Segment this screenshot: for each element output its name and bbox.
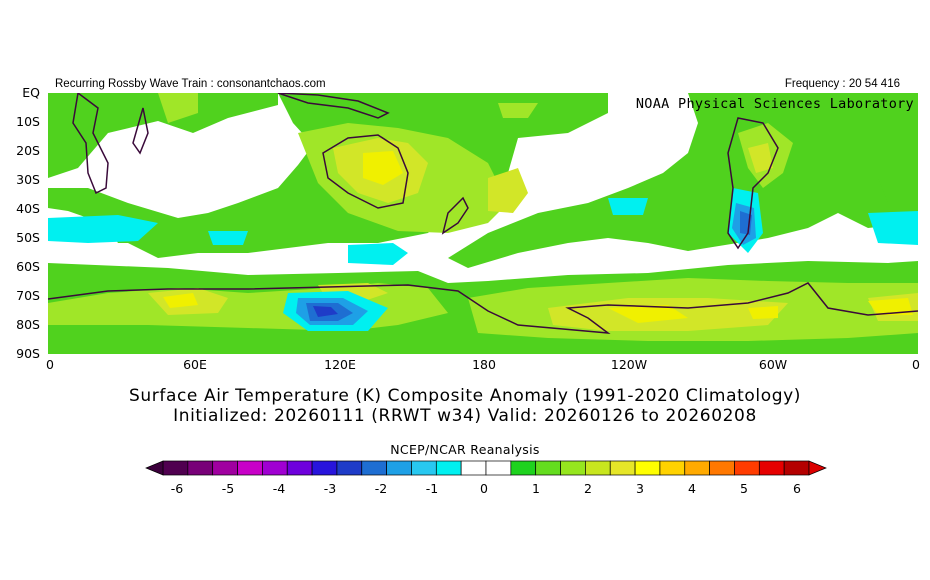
colorbar-tick-1: 1 xyxy=(532,481,540,496)
colorbar-swatch xyxy=(411,460,437,476)
lat-label-80s: 80S xyxy=(16,317,40,332)
colorbar-swatch xyxy=(609,460,636,476)
colorbar-swatch xyxy=(212,460,238,476)
colorbar-tick--2: -2 xyxy=(374,481,388,496)
lat-label-eq: EQ xyxy=(22,85,40,100)
lat-label-50s: 50S xyxy=(16,230,40,245)
anomaly-field-dark-blue xyxy=(313,306,338,317)
colorbar-tick-0: 0 xyxy=(480,481,488,496)
colorbar-swatch xyxy=(460,460,487,476)
colorbar-swatch xyxy=(585,460,611,476)
lon-label-60w: 60W xyxy=(758,357,788,372)
colorbar-tick-4: 4 xyxy=(688,481,696,496)
colorbar-swatch xyxy=(435,460,462,476)
colorbar-label: NCEP/NCAR Reanalysis xyxy=(390,442,540,457)
colorbar-min-arrow xyxy=(145,460,164,476)
colorbar-swatch xyxy=(187,460,214,476)
colorbar-swatch xyxy=(361,460,387,476)
anomaly-map xyxy=(48,93,918,354)
colorbar-tick--3: -3 xyxy=(323,481,337,496)
colorbar-swatch xyxy=(783,460,810,476)
colorbar-tick-5: 5 xyxy=(740,481,748,496)
colorbar-swatch xyxy=(560,460,586,476)
lon-label-0-end: 0 xyxy=(912,357,920,372)
colorbar-swatch xyxy=(262,460,288,476)
colorbar-swatch xyxy=(535,460,561,476)
lon-label-180: 180 xyxy=(472,357,496,372)
title-line-2: Initialized: 20260111 (RRWT w34) Valid: … xyxy=(173,406,757,426)
colorbar-swatch xyxy=(162,460,189,476)
colorbar-tick-6: 6 xyxy=(793,481,801,496)
colorbar-tick--5: -5 xyxy=(221,481,235,496)
colorbar-swatch xyxy=(758,460,785,476)
anomaly-field-yellow xyxy=(163,151,913,323)
lon-label-120w: 120W xyxy=(610,357,648,372)
lat-label-10s: 10S xyxy=(16,114,40,129)
colorbar-swatch xyxy=(336,460,363,476)
lon-label-60e: 60E xyxy=(183,357,207,372)
colorbar xyxy=(145,460,827,476)
colorbar-tick-2: 2 xyxy=(584,481,592,496)
lat-label-30s: 30S xyxy=(16,172,40,187)
colorbar-tick--4: -4 xyxy=(272,481,286,496)
colorbar-swatch xyxy=(386,460,412,476)
lat-label-20s: 20S xyxy=(16,143,40,158)
colorbar-swatch xyxy=(286,460,313,476)
colorbar-swatch xyxy=(684,460,710,476)
title-line-1: Surface Air Temperature (K) Composite An… xyxy=(129,386,801,406)
lon-label-0: 0 xyxy=(46,357,54,372)
colorbar-tick--1: -1 xyxy=(425,481,439,496)
lat-label-90s: 90S xyxy=(16,346,40,361)
header-source-label: Recurring Rossby Wave Train : consonantc… xyxy=(55,78,326,90)
colorbar-max-arrow xyxy=(808,460,827,476)
colorbar-swatch xyxy=(510,460,537,476)
colorbar-swatch xyxy=(485,460,512,476)
lat-label-70s: 70S xyxy=(16,288,40,303)
lat-label-60s: 60S xyxy=(16,259,40,274)
colorbar-swatch xyxy=(237,460,263,476)
colorbar-tick-3: 3 xyxy=(636,481,644,496)
lon-label-120e: 120E xyxy=(324,357,356,372)
colorbar-tick--6: -6 xyxy=(170,481,184,496)
colorbar-swatch xyxy=(311,460,338,476)
colorbar-swatch xyxy=(734,460,760,476)
map-canvas xyxy=(48,93,918,354)
land-outlines xyxy=(48,93,918,334)
colorbar-swatch xyxy=(709,460,735,476)
lab-label: NOAA Physical Sciences Laboratory xyxy=(635,96,914,112)
colorbar-swatch xyxy=(634,460,661,476)
lat-label-40s: 40S xyxy=(16,201,40,216)
colorbar-swatch xyxy=(659,460,686,476)
header-frequency-label: Frequency : 20 54 416 xyxy=(784,78,900,90)
